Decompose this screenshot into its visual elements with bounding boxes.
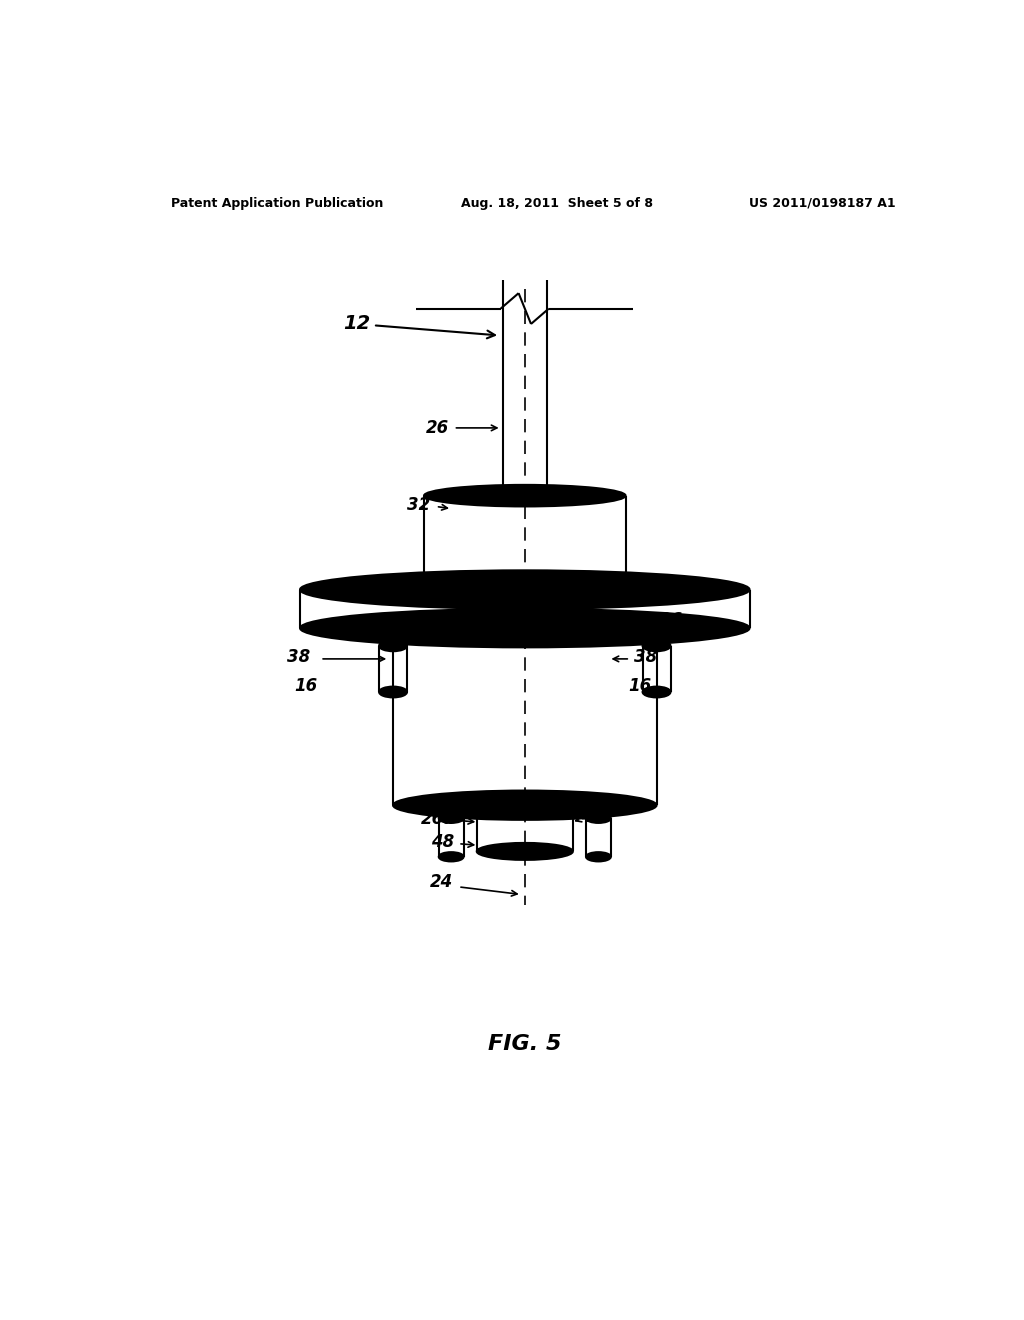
Text: Aug. 18, 2011  Sheet 5 of 8: Aug. 18, 2011 Sheet 5 of 8 xyxy=(461,197,653,210)
Ellipse shape xyxy=(365,582,398,597)
Text: 26: 26 xyxy=(426,418,450,437)
Text: 48: 48 xyxy=(431,833,455,851)
Ellipse shape xyxy=(643,640,671,651)
Ellipse shape xyxy=(300,609,750,647)
Text: FIG. 5: FIG. 5 xyxy=(488,1034,561,1053)
Ellipse shape xyxy=(643,686,671,697)
Text: 16: 16 xyxy=(295,677,317,694)
Ellipse shape xyxy=(379,686,407,697)
Text: 38: 38 xyxy=(634,648,657,667)
Text: 24: 24 xyxy=(430,874,454,891)
Ellipse shape xyxy=(424,484,626,507)
Ellipse shape xyxy=(586,813,611,822)
Ellipse shape xyxy=(424,578,626,601)
Ellipse shape xyxy=(586,853,611,862)
Text: 26a: 26a xyxy=(421,810,456,828)
Text: 40: 40 xyxy=(582,808,604,826)
Ellipse shape xyxy=(651,582,685,597)
Text: 16: 16 xyxy=(628,677,651,694)
Ellipse shape xyxy=(393,791,656,820)
Ellipse shape xyxy=(300,570,750,609)
Ellipse shape xyxy=(477,797,572,813)
Text: 36: 36 xyxy=(658,611,682,630)
Text: US 2011/0198187 A1: US 2011/0198187 A1 xyxy=(749,197,895,210)
Text: Patent Application Publication: Patent Application Publication xyxy=(171,197,383,210)
Text: 32: 32 xyxy=(407,496,430,513)
Ellipse shape xyxy=(393,614,656,643)
Ellipse shape xyxy=(379,640,407,651)
Ellipse shape xyxy=(438,813,464,822)
Ellipse shape xyxy=(438,853,464,862)
Ellipse shape xyxy=(477,843,572,859)
Text: 12: 12 xyxy=(343,314,495,338)
Text: 38: 38 xyxy=(287,648,310,667)
Ellipse shape xyxy=(503,488,547,503)
